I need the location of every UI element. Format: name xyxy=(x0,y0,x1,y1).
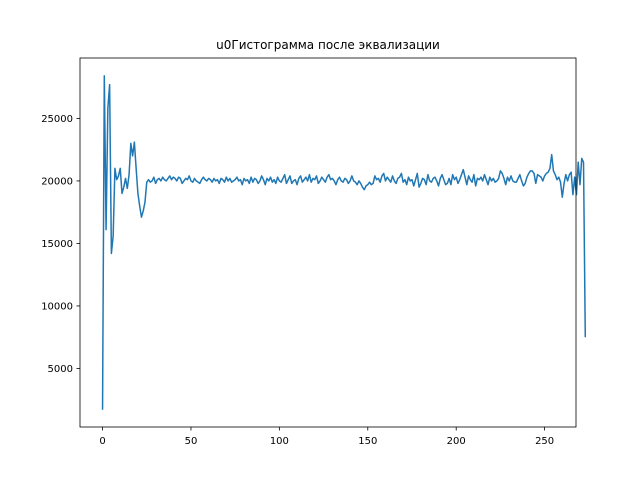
y-tick-label: 5000 xyxy=(48,364,73,375)
plot-area xyxy=(79,57,587,428)
x-tick-label: 100 xyxy=(270,436,289,447)
axes-frame xyxy=(79,57,577,428)
chart-title: u0Гистограмма после эквализации xyxy=(216,38,440,52)
x-tick-label: 150 xyxy=(358,436,377,447)
x-axis: 0 50 100 150 200 250 xyxy=(99,427,554,447)
series-line-0 xyxy=(101,75,587,410)
x-tick-label: 50 xyxy=(185,436,198,447)
y-tick-label: 25000 xyxy=(41,114,73,125)
y-tick-label: 15000 xyxy=(41,239,73,250)
x-tick-label: 250 xyxy=(535,436,554,447)
y-tick-label: 10000 xyxy=(41,302,73,313)
x-tick-label: 0 xyxy=(99,436,105,447)
y-axis: 5000 10000 15000 20000 25000 xyxy=(41,114,80,375)
x-tick-label: 200 xyxy=(447,436,466,447)
y-tick-label: 20000 xyxy=(41,177,73,188)
